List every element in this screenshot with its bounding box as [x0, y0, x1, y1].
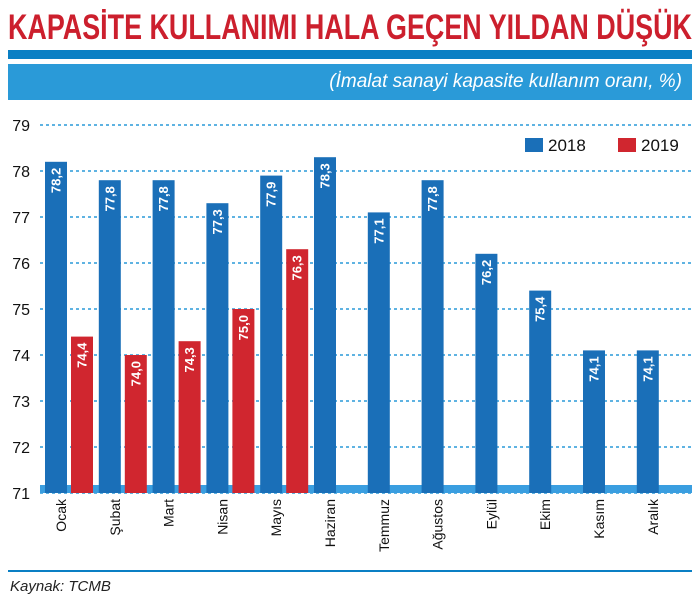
data-label: 75,4	[533, 296, 548, 322]
x-tick-label: Ocak	[53, 498, 69, 532]
x-tick-label: Mart	[161, 499, 177, 527]
data-label: 77,9	[264, 182, 279, 207]
footer-divider	[8, 570, 692, 572]
y-tick-label: 73	[12, 394, 30, 411]
bar-2018-12	[636, 350, 659, 493]
y-tick-label: 76	[12, 256, 30, 273]
data-label: 77,3	[210, 209, 225, 234]
y-tick-label: 78	[12, 164, 30, 181]
x-tick-label: Aralık	[645, 498, 661, 535]
y-tick-label: 79	[12, 118, 30, 135]
legend-label: 2019	[641, 136, 679, 155]
legend: 2018 2019	[525, 136, 679, 155]
data-label: 74,0	[128, 361, 143, 386]
bar-2018-11	[583, 350, 605, 493]
bar-2018-3	[152, 180, 175, 493]
data-label: 76,3	[290, 255, 305, 280]
y-tick-label: 75	[12, 302, 30, 319]
subtitle-band: (İmalat sanayi kapasite kullanım oranı, …	[8, 64, 692, 100]
bar-2018-8	[421, 180, 444, 493]
data-label: 74,4	[75, 342, 90, 368]
x-tick-label: Temmuz	[376, 499, 392, 552]
x-tick-label: Eylül	[483, 499, 499, 529]
data-label: 77,8	[156, 186, 171, 211]
bar-chart: 71 72 73 74 75 76 77 78 79 78,2 74,4 Ocak 77,8 74,0 Şu…	[12, 118, 692, 552]
data-label: 75,0	[236, 315, 251, 340]
data-label: 74,1	[640, 356, 655, 381]
bar-2019-5	[286, 249, 309, 493]
legend-label: 2018	[548, 136, 586, 155]
bar-2019-1	[71, 336, 93, 493]
y-tick-label: 77	[12, 210, 30, 227]
x-tick-label: Kasım	[591, 499, 607, 539]
y-tick-label: 71	[12, 486, 30, 503]
data-label: 78,3	[318, 163, 333, 188]
data-label: 76,2	[479, 260, 494, 285]
y-tick-label: 74	[12, 348, 30, 365]
baseline-strip	[40, 485, 692, 493]
bar-2018-7	[367, 212, 390, 493]
legend-swatch-2019	[618, 138, 636, 152]
data-label: 78,2	[49, 168, 64, 193]
data-label: 77,8	[425, 186, 440, 211]
title-underline	[8, 50, 692, 59]
x-tick-label: Mayıs	[268, 499, 284, 536]
x-tick-label: Ağustos	[430, 499, 446, 550]
chart-title: KAPASİTE KULLANIMI HALA GEÇEN YILDAN DÜŞ…	[8, 8, 692, 47]
source-note: Kaynak: TCMB	[10, 578, 111, 595]
x-tick-label: Şubat	[107, 499, 123, 536]
bar-2018-2	[98, 180, 121, 493]
data-label: 77,1	[371, 218, 386, 243]
bar-2018-4	[206, 203, 229, 493]
data-label: 74,1	[587, 356, 602, 381]
bar-2018-5	[260, 175, 283, 493]
bar-2018-10	[529, 290, 552, 493]
bar-2019-4	[232, 309, 255, 493]
y-tick-label: 72	[12, 440, 30, 457]
data-label: 74,3	[182, 347, 197, 372]
legend-swatch-2018	[525, 138, 543, 152]
bar-2018-9	[475, 253, 498, 493]
x-tick-label: Haziran	[322, 499, 338, 547]
data-label: 77,8	[102, 186, 117, 211]
chart-subtitle: (İmalat sanayi kapasite kullanım oranı, …	[329, 71, 682, 92]
x-tick-label: Nisan	[214, 499, 230, 535]
bar-2018-6	[314, 157, 336, 493]
bar-2019-2	[124, 355, 147, 493]
x-tick-label: Ekim	[537, 499, 553, 530]
bar-2019-3	[178, 341, 201, 493]
chart-area: 71 72 73 74 75 76 77 78 79 78,2 74,4 Ocak 77,8 74,0 Şu…	[0, 100, 698, 570]
bar-2018-1	[45, 161, 67, 494]
